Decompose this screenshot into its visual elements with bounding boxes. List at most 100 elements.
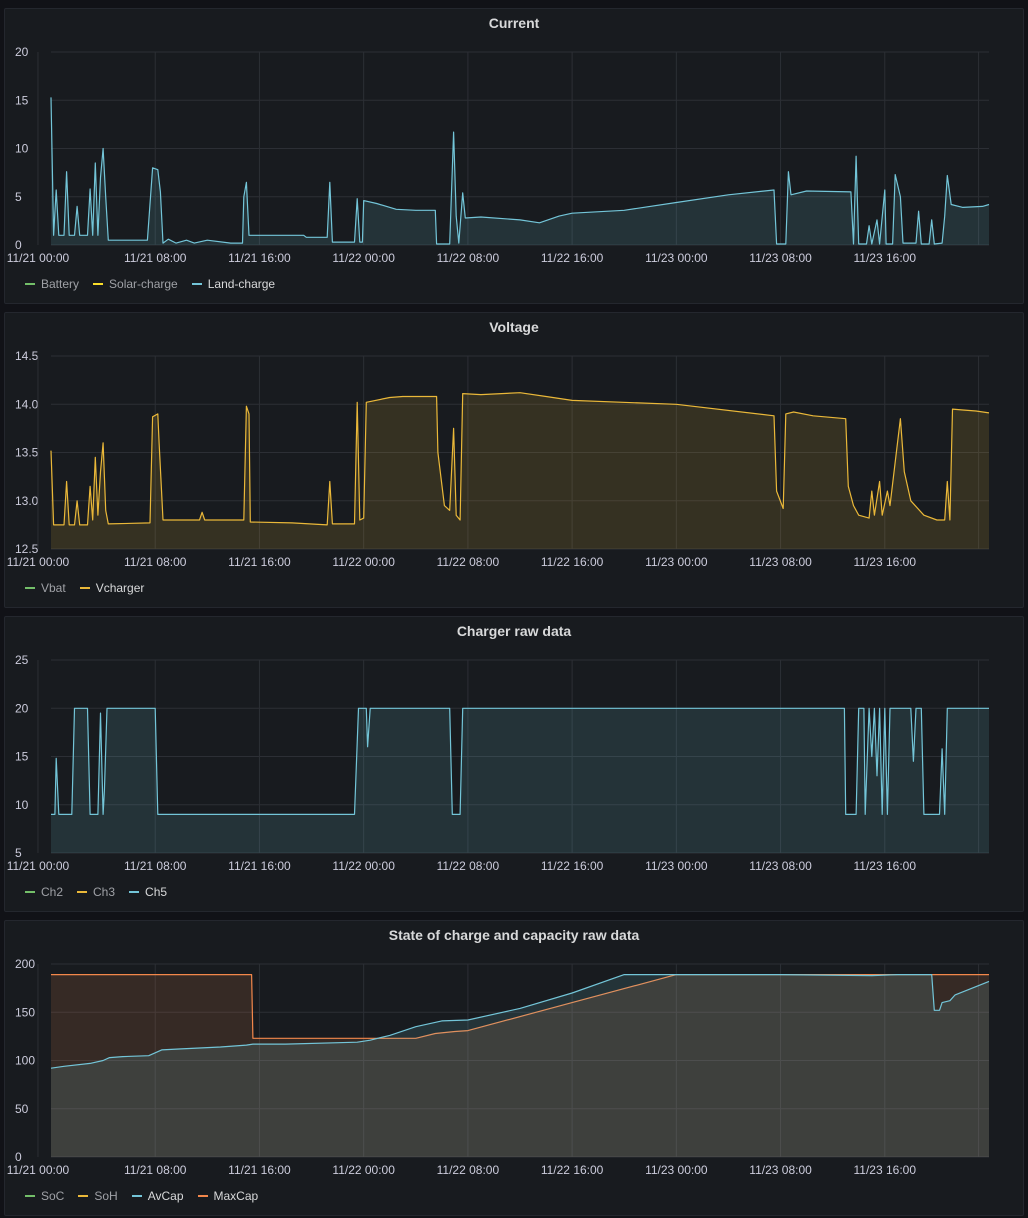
legend-label: SoH [94,1189,118,1203]
legend-item-ch3[interactable]: Ch3 [77,885,115,899]
y-tick-label: 0 [15,238,22,252]
x-tick-label: 11/21 00:00 [7,1163,70,1177]
x-tick-label: 11/21 08:00 [124,859,187,873]
x-tick-label: 11/22 08:00 [437,859,500,873]
x-tick-label: 11/23 08:00 [749,859,812,873]
y-tick-label: 100 [15,1054,35,1068]
x-tick-label: 11/23 00:00 [645,251,708,265]
y-tick-label: 12.5 [15,542,39,556]
legend-label: Land-charge [207,277,276,291]
legend-label: Battery [41,277,80,291]
y-tick-label: 20 [15,701,29,715]
legend-swatch-icon [129,891,140,893]
legend-item-ch2[interactable]: Ch2 [25,885,63,899]
series-area-maxcap [51,974,989,1157]
panel-title[interactable]: State of charge and capacity raw data [388,927,640,943]
x-tick-label: 11/22 08:00 [437,555,500,569]
x-tick-label: 11/23 16:00 [854,555,917,569]
y-tick-label: 10 [15,142,29,156]
y-tick-label: 50 [15,1102,29,1116]
legend-label: MaxCap [213,1189,259,1203]
legend: Vbat Vcharger [25,581,144,595]
panel-title[interactable]: Voltage [489,319,539,335]
series-line-maxcap[interactable] [51,974,989,1039]
series-line-land-charge[interactable] [50,97,990,245]
x-tick-label: 11/21 00:00 [7,859,70,873]
legend-swatch-icon [77,891,88,893]
legend-item-soh[interactable]: SoH [78,1189,118,1203]
legend-item-solar-charge[interactable]: Solar-charge [93,277,178,291]
legend-swatch-icon [93,283,104,285]
x-tick-label: 11/22 08:00 [437,1163,500,1177]
y-tick-label: 5 [15,190,22,204]
x-tick-label: 11/23 16:00 [854,859,917,873]
legend: Battery Solar-charge Land-charge [25,277,275,291]
x-tick-label: 11/23 16:00 [854,1163,917,1177]
x-tick-label: 11/21 16:00 [228,251,291,265]
x-tick-label: 11/23 08:00 [749,555,812,569]
legend-swatch-icon [197,1195,208,1197]
legend-label: Vcharger [95,581,145,595]
x-tick-label: 11/21 00:00 [7,555,70,569]
y-tick-label: 0 [15,1150,22,1164]
legend-label: Ch3 [93,885,116,899]
chart-plot[interactable]: 0 5 10 15 20 11/21 00:00 11/21 08:00 11/21 16:0… [5,9,1023,279]
x-tick-label: 11/22 16:00 [541,555,604,569]
y-tick-label: 15 [15,750,29,764]
legend-item-vbat[interactable]: Vbat [25,581,66,595]
legend-item-ch5[interactable]: Ch5 [129,885,167,899]
legend-label: AvCap [147,1189,184,1203]
series-area-avcap [51,974,989,1157]
series-line-avcap[interactable] [50,974,990,1069]
panel-2[interactable]: Charger raw data 5 10 15 20 25 11/21 00:00 11/2… [4,616,1024,912]
legend: SoC SoH AvCap MaxCap [25,1189,258,1203]
chart-plot[interactable]: 0 50 100 150 200 11/21 00:00 11/21 08:00 11/21 … [5,921,1023,1191]
x-tick-label: 11/23 08:00 [749,1163,812,1177]
legend-label: Ch5 [145,885,168,899]
legend: Ch2 Ch3 Ch5 [25,885,167,899]
x-tick-label: 11/23 08:00 [749,251,812,265]
legend-label: SoC [41,1189,65,1203]
legend-swatch-icon [78,1195,89,1197]
y-tick-label: 25 [15,653,29,667]
series-line-ch5[interactable] [51,707,989,815]
legend-swatch-icon [79,587,90,589]
series-area-ch5 [51,708,989,853]
x-tick-label: 11/22 00:00 [332,555,395,569]
legend-item-land-charge[interactable]: Land-charge [191,277,276,291]
legend-item-battery[interactable]: Battery [25,277,79,291]
legend-swatch-icon [131,1195,142,1197]
chart-plot[interactable]: 12.5 13.0 13.5 14.0 14.5 11/21 00:00 11/21 08:… [5,313,1023,583]
y-tick-label: 15 [15,93,29,107]
y-tick-label: 5 [15,846,22,860]
legend-swatch-icon [25,283,35,285]
legend-item-soc[interactable]: SoC [25,1189,64,1203]
panel-3[interactable]: State of charge and capacity raw data 0 50… [4,920,1024,1216]
legend-swatch-icon [25,587,35,589]
legend-swatch-icon [191,283,202,285]
legend-swatch-icon [25,1195,35,1197]
panel-1[interactable]: Voltage 12.5 13.0 13.5 14.0 14.5 11/21 00:00 11… [4,312,1024,608]
y-tick-label: 14.5 [15,349,39,363]
x-tick-label: 11/22 00:00 [332,1163,395,1177]
chart-plot[interactable]: 5 10 15 20 25 11/21 00:00 11/21 08:00 11/21 16:… [5,617,1023,887]
panel-title[interactable]: Charger raw data [456,623,572,639]
legend-item-maxcap[interactable]: MaxCap [197,1189,259,1203]
x-tick-label: 11/21 08:00 [124,555,187,569]
panel-0[interactable]: Current 0 5 10 15 20 11/21 00:00 11/21 08:00 11/… [4,8,1024,304]
x-tick-label: 11/21 16:00 [228,1163,291,1177]
x-tick-label: 11/22 16:00 [541,1163,604,1177]
y-tick-label: 10 [15,798,29,812]
legend-item-vcharger[interactable]: Vcharger [79,581,145,595]
legend-item-avcap[interactable]: AvCap [131,1189,184,1203]
x-tick-label: 11/21 08:00 [124,251,187,265]
panel-title[interactable]: Current [488,15,540,31]
x-tick-label: 11/23 16:00 [854,251,917,265]
x-tick-label: 11/21 16:00 [228,859,291,873]
series-line-vcharger[interactable] [50,392,990,526]
x-tick-label: 11/22 16:00 [541,251,604,265]
x-tick-label: 11/23 00:00 [645,1163,708,1177]
legend-label: Solar-charge [109,277,178,291]
legend-label: Ch2 [41,885,64,899]
y-tick-label: 14.0 [15,397,39,411]
